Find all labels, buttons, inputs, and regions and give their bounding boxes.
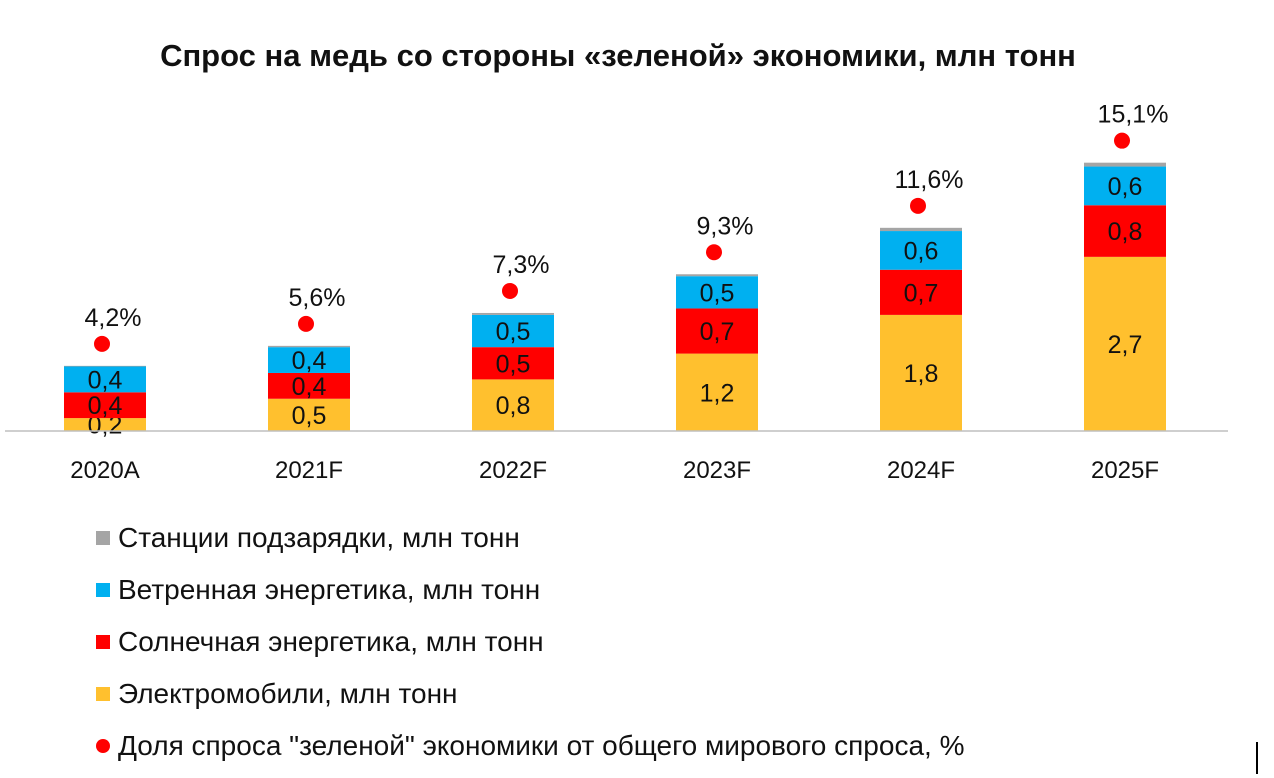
bar-charging-2025F xyxy=(1084,162,1166,167)
legend-label-ev: Электромобили, млн тонн xyxy=(118,678,458,709)
bar-ev-2025F xyxy=(1084,256,1166,431)
legend-swatch-wind xyxy=(96,583,110,597)
legend-label-charging: Станции подзарядки, млн тонн xyxy=(118,522,520,553)
bar-solar-2022F xyxy=(472,347,554,380)
x-tick-label-2025F: 2025F xyxy=(1091,457,1159,484)
legend-label-wind: Ветренная энергетика, млн тонн xyxy=(118,574,541,605)
legend-label-solar: Солнечная энергетика, млн тонн xyxy=(118,626,544,657)
share-label-2023F: 9,3% xyxy=(697,212,754,240)
bar-label-ev-2025F: 2,7 xyxy=(1108,331,1143,359)
legend-item-wind: Ветренная энергетика, млн тонн xyxy=(96,564,964,616)
share-dot-2023F xyxy=(706,244,722,261)
chart-legend: Станции подзарядки, млн тонн Ветренная э… xyxy=(96,512,964,772)
bar-solar-2021F xyxy=(268,372,350,399)
bar-charging-2021F xyxy=(268,345,350,348)
bar-charging-2023F xyxy=(676,274,758,277)
bar-wind-2023F xyxy=(676,276,758,309)
bar-wind-2021F xyxy=(268,347,350,373)
chart-title: Спрос на медь со стороны «зеленой» эконо… xyxy=(160,38,1076,73)
text-cursor-mark xyxy=(1256,742,1258,774)
bar-label-solar-2024F: 0,7 xyxy=(904,279,939,307)
share-dot-2025F xyxy=(1114,132,1130,149)
bar-solar-2024F xyxy=(880,269,962,315)
legend-swatch-solar xyxy=(96,635,110,649)
legend-swatch-charging xyxy=(96,531,110,545)
legend-item-solar: Солнечная энергетика, млн тонн xyxy=(96,616,964,668)
share-dot-2021F xyxy=(298,315,314,332)
legend-item-charging: Станции подзарядки, млн тонн xyxy=(96,512,964,564)
bar-label-wind-2023F: 0,5 xyxy=(700,279,735,307)
bar-wind-2020A xyxy=(64,366,146,393)
bar-label-solar-2025F: 0,8 xyxy=(1108,218,1143,246)
bar-label-wind-2025F: 0,6 xyxy=(1108,173,1143,201)
bar-ev-2024F xyxy=(880,314,962,431)
bar-charging-2024F xyxy=(880,227,962,232)
bar-label-ev-2023F: 1,2 xyxy=(700,379,735,407)
bar-solar-2020A xyxy=(64,392,146,419)
bar-label-wind-2020A: 0,4 xyxy=(88,366,123,394)
bar-label-ev-2022F: 0,8 xyxy=(496,392,531,420)
bar-label-solar-2021F: 0,4 xyxy=(292,373,327,401)
bar-ev-2021F xyxy=(268,398,350,431)
bar-label-solar-2020A: 0,4 xyxy=(88,392,123,420)
bar-label-solar-2023F: 0,7 xyxy=(700,318,735,346)
bar-wind-2024F xyxy=(880,231,962,270)
bar-label-wind-2024F: 0,6 xyxy=(904,237,939,265)
bar-label-wind-2021F: 0,4 xyxy=(292,347,327,375)
bar-label-wind-2022F: 0,5 xyxy=(496,318,531,346)
share-dot-2020A xyxy=(94,335,110,352)
bar-ev-2023F xyxy=(676,353,758,431)
legend-item-share: Доля спроса "зеленой" экономики от общег… xyxy=(96,720,964,772)
bar-label-ev-2021F: 0,5 xyxy=(292,402,327,430)
x-tick-label-2022F: 2022F xyxy=(479,457,547,484)
legend-dot-share xyxy=(96,739,110,753)
bar-label-solar-2022F: 0,5 xyxy=(496,350,531,378)
bar-wind-2025F xyxy=(1084,166,1166,206)
share-label-2025F: 15,1% xyxy=(1098,101,1169,129)
share-label-2024F: 11,6% xyxy=(894,166,963,194)
share-dot-2024F xyxy=(910,197,926,214)
bar-solar-2025F xyxy=(1084,205,1166,257)
x-tick-label-2021F: 2021F xyxy=(275,457,343,484)
bar-charging-2020A xyxy=(64,365,146,367)
x-tick-label-2023F: 2023F xyxy=(683,457,751,484)
bar-solar-2023F xyxy=(676,308,758,354)
legend-swatch-ev xyxy=(96,687,110,701)
legend-item-ev: Электромобили, млн тонн xyxy=(96,668,964,720)
chart-plot: 0,20,40,44,2%2020A0,50,40,45,6%2021F0,80… xyxy=(5,101,1228,484)
share-dot-2022F xyxy=(502,282,518,299)
bar-charging-2022F xyxy=(472,312,554,315)
legend-label-share: Доля спроса "зеленой" экономики от общег… xyxy=(118,730,965,761)
bar-ev-2020A xyxy=(64,418,146,431)
bar-label-ev-2024F: 1,8 xyxy=(904,360,939,388)
share-label-2021F: 5,6% xyxy=(289,284,346,312)
x-tick-label-2020A: 2020A xyxy=(70,457,139,484)
bar-ev-2022F xyxy=(472,379,554,431)
share-label-2020A: 4,2% xyxy=(85,304,142,332)
x-tick-label-2024F: 2024F xyxy=(887,457,955,484)
share-label-2022F: 7,3% xyxy=(493,251,550,279)
bar-wind-2022F xyxy=(472,314,554,348)
